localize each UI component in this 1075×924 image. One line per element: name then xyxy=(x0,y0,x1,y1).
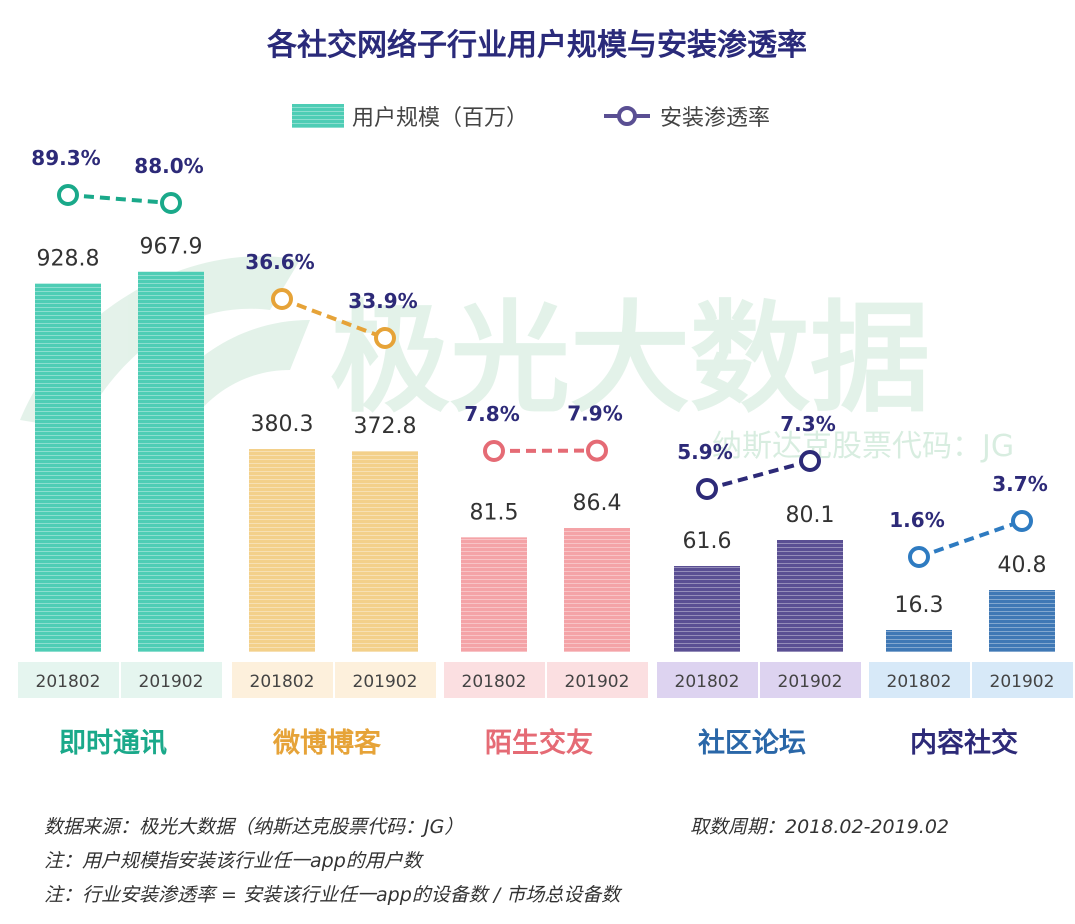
penetration-point-1-1 xyxy=(374,327,396,349)
penetration-label: 89.3% xyxy=(31,146,100,170)
penetration-point-4-0 xyxy=(908,546,930,568)
bar-stripes-1-1 xyxy=(352,451,418,652)
legend-bar-label: 用户规模（百万） xyxy=(352,106,528,131)
chart-title: 各社交网络子行业用户规模与安装渗透率 xyxy=(266,28,807,63)
footer-note-1: 注：用户规模指安装该行业任一app的用户数 xyxy=(44,850,422,872)
period-box-2-0 xyxy=(444,662,545,698)
footer-note-2: 注：行业安装渗透率 = 安装该行业任一app的设备数 / 市场总设备数 xyxy=(44,884,621,906)
penetration-label: 7.3% xyxy=(780,412,835,436)
penetration-label: 7.8% xyxy=(464,402,519,426)
bar-stripes-4-0 xyxy=(886,630,952,652)
penetration-point-2-0 xyxy=(483,440,505,462)
period-label: 201902 xyxy=(565,672,630,692)
bar-stripes-3-0 xyxy=(674,566,740,652)
category-label: 即时通讯 xyxy=(59,728,167,759)
bar-value-label: 61.6 xyxy=(683,529,732,554)
penetration-line-1 xyxy=(281,297,386,340)
period-label: 201802 xyxy=(887,672,952,692)
period-label: 201802 xyxy=(675,672,740,692)
bar-value-label: 928.8 xyxy=(37,246,100,271)
period-label: 201802 xyxy=(250,672,315,692)
period-box-1-0 xyxy=(232,662,333,698)
penetration-label: 3.7% xyxy=(992,472,1047,496)
penetration-point-3-1 xyxy=(799,450,821,472)
period-box-0-0 xyxy=(18,662,119,698)
penetration-line-4 xyxy=(918,519,1023,559)
bar-value-label: 967.9 xyxy=(140,235,203,260)
period-label: 201802 xyxy=(462,672,527,692)
period-label: 201802 xyxy=(36,672,101,692)
penetration-label: 5.9% xyxy=(677,440,732,464)
bar-stripes-2-0 xyxy=(461,537,527,652)
period-box-1-1 xyxy=(335,662,436,698)
period-box-3-0 xyxy=(657,662,758,698)
penetration-point-0-0 xyxy=(57,184,79,206)
bar-value-label: 380.3 xyxy=(251,412,314,437)
bar-value-label: 86.4 xyxy=(573,491,622,516)
bar-value-label: 40.8 xyxy=(998,553,1047,578)
penetration-label: 1.6% xyxy=(889,508,944,532)
legend: 用户规模（百万） 安装渗透率 xyxy=(292,104,770,131)
category-label: 内容社交 xyxy=(910,727,1018,759)
category-label: 微博博客 xyxy=(272,727,382,759)
period-box-4-0 xyxy=(869,662,970,698)
bar-stripes-3-1 xyxy=(777,540,843,652)
penetration-point-3-0 xyxy=(696,478,718,500)
legend-line-label: 安装渗透率 xyxy=(660,106,770,131)
watermark-sub-text: 纳斯达克股票代码：JG xyxy=(712,429,1014,464)
legend-line-swatch xyxy=(604,106,650,126)
bar-stripes-0-0 xyxy=(35,283,101,652)
footer-source: 数据来源：极光大数据（纳斯达克股票代码：JG） xyxy=(44,816,464,838)
bar-value-label: 16.3 xyxy=(895,593,944,618)
period-label: 201902 xyxy=(139,672,204,692)
penetration-point-0-1 xyxy=(160,192,182,214)
bar-stripes-2-1 xyxy=(564,528,630,652)
bar-stripes-1-0 xyxy=(249,449,315,652)
penetration-point-1-0 xyxy=(271,288,293,310)
penetration-label: 36.6% xyxy=(245,250,314,274)
penetration-label: 88.0% xyxy=(134,154,203,178)
bar-stripes-0-1 xyxy=(138,271,204,652)
period-label: 201902 xyxy=(353,672,418,692)
penetration-label: 7.9% xyxy=(567,402,622,426)
bar-value-label: 81.5 xyxy=(470,500,519,525)
plot-area: 928.8 201802 967.9 201902 89.3% 88.0% 即时通讯 380.… xyxy=(18,146,1073,759)
period-box-4-1 xyxy=(972,662,1073,698)
category-label: 陌生交友 xyxy=(485,727,593,759)
watermark-text: 极光大数据 xyxy=(330,290,930,429)
bar-stripes-4-1 xyxy=(989,590,1055,652)
footer-period: 取数周期：2018.02-2019.02 xyxy=(690,816,949,838)
period-label: 201902 xyxy=(778,672,843,692)
penetration-label: 33.9% xyxy=(348,289,417,313)
category-label: 社区论坛 xyxy=(698,727,806,759)
period-box-3-1 xyxy=(760,662,861,698)
bar-value-label: 372.8 xyxy=(354,414,417,439)
penetration-point-4-1 xyxy=(1011,510,1033,532)
bar-value-label: 80.1 xyxy=(786,503,835,528)
penetration-line-0 xyxy=(67,193,172,205)
period-box-2-1 xyxy=(547,662,648,698)
period-box-0-1 xyxy=(121,662,222,698)
period-label: 201902 xyxy=(990,672,1055,692)
penetration-point-2-1 xyxy=(586,439,608,462)
penetration-line-3 xyxy=(706,459,811,491)
